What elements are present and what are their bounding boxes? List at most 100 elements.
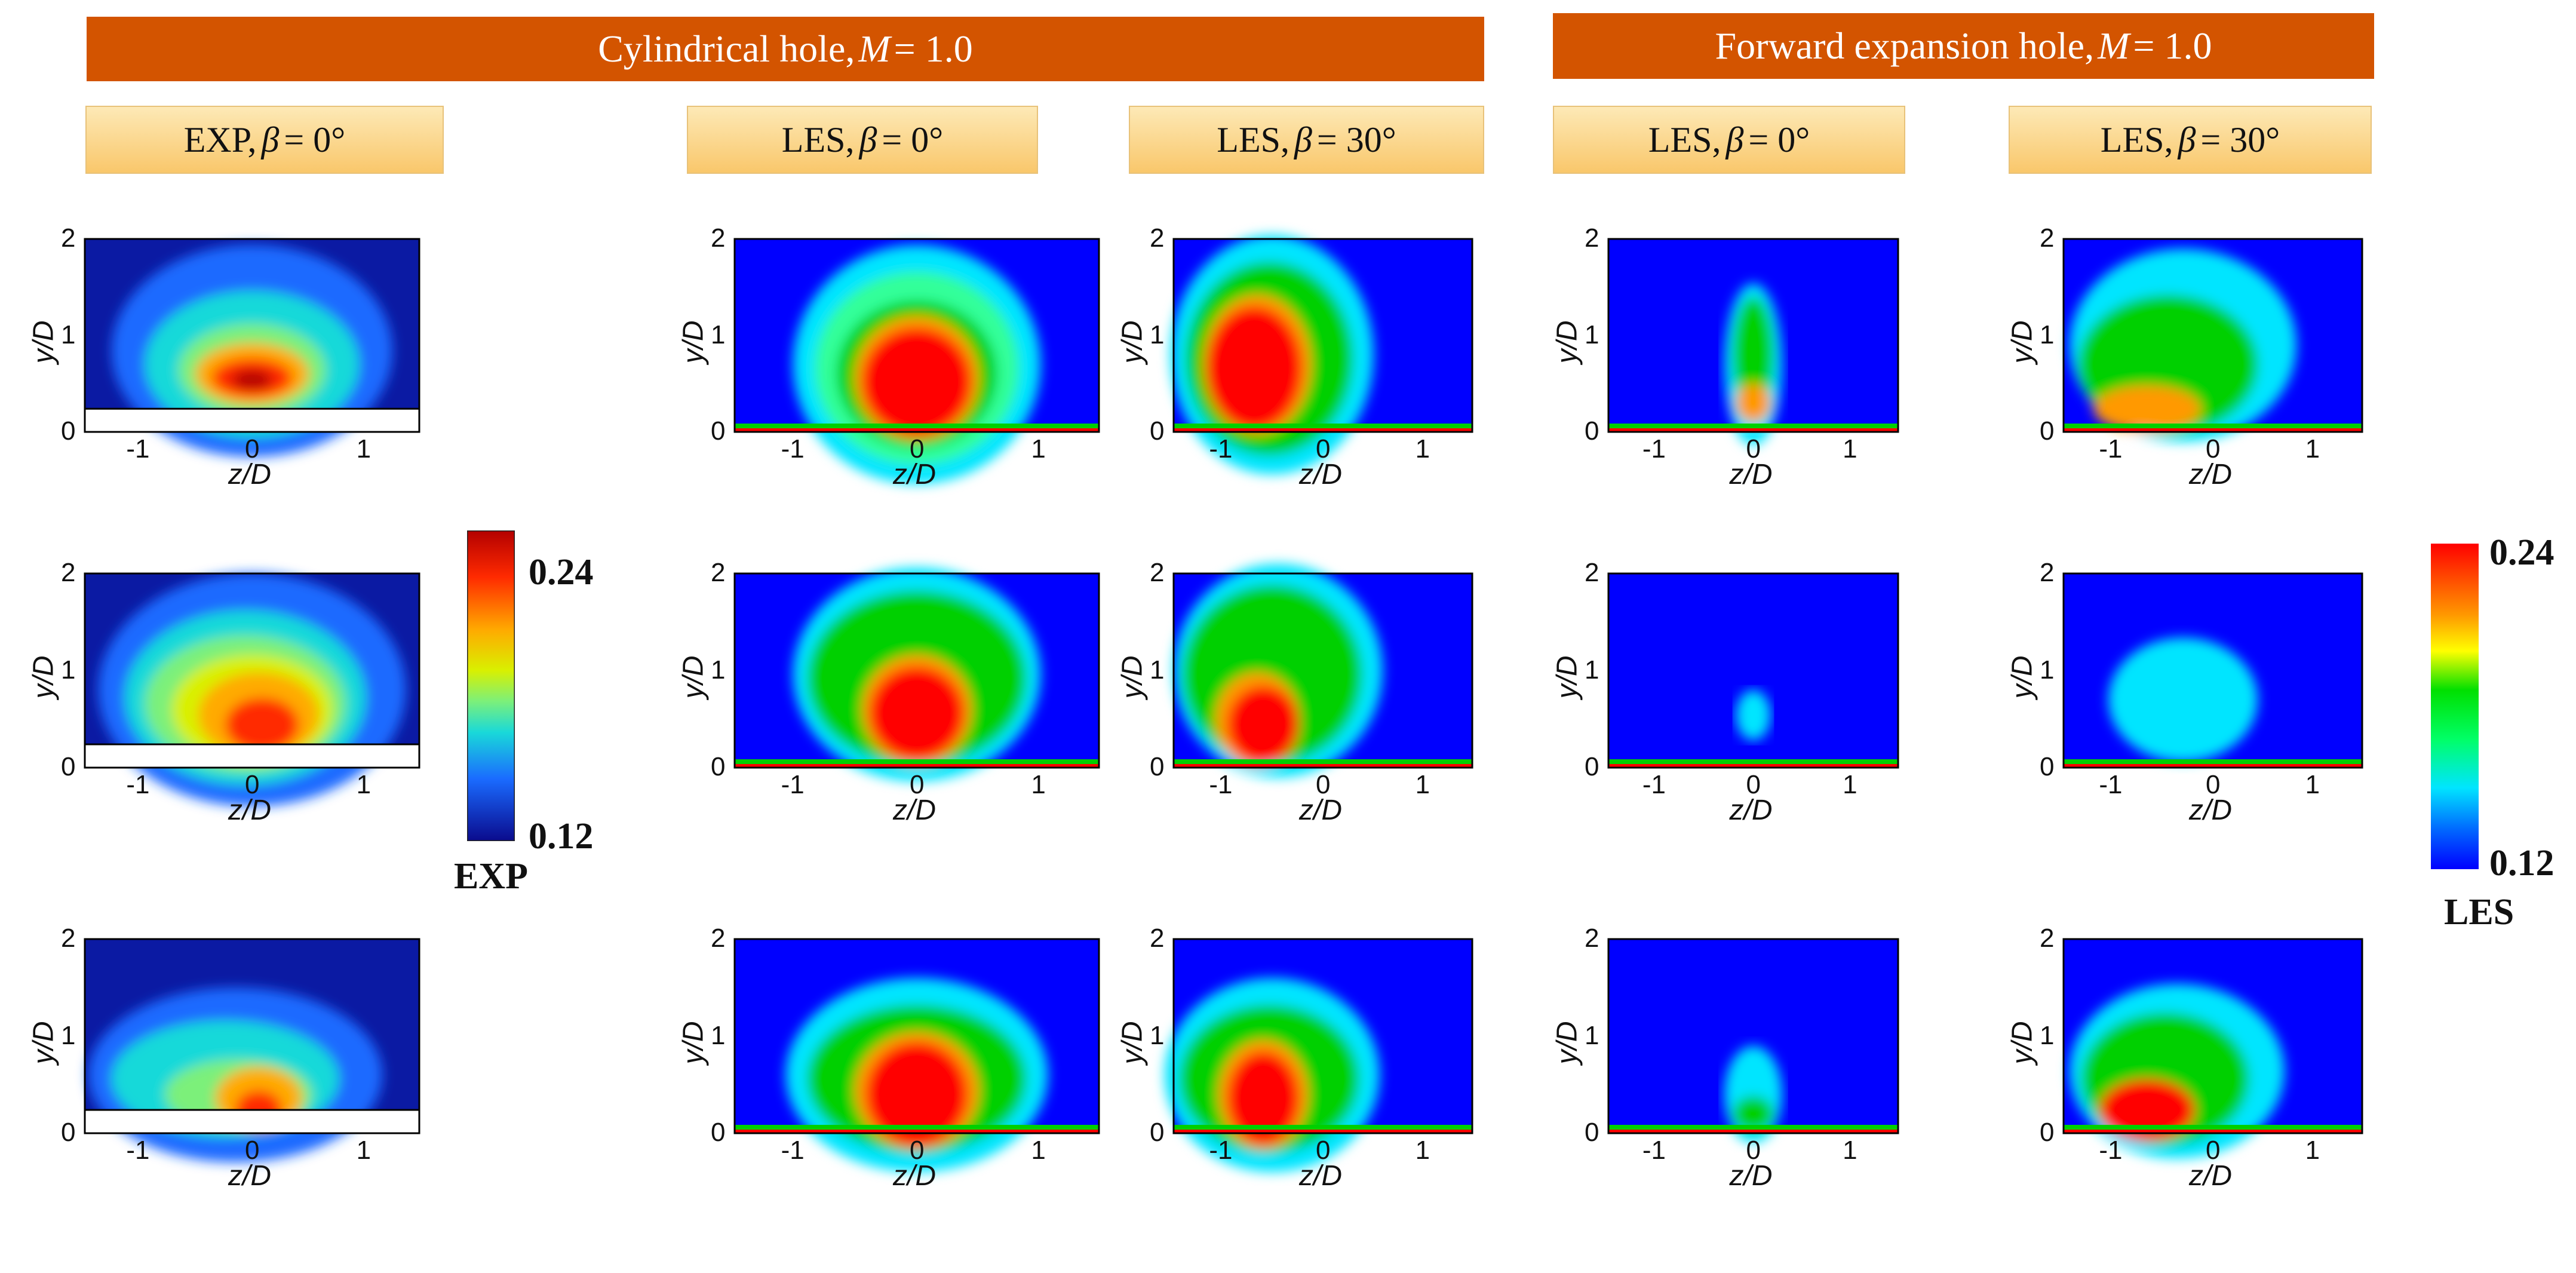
contour-blob [1227,686,1299,764]
contour-blob [2093,385,2201,432]
les-colorbar-fill [2431,544,2479,869]
x-tick-label: 1 [356,770,371,799]
x-tick-label: 0 [1746,770,1761,799]
column-label-angle: = 0° [284,119,346,159]
plot-frame [84,238,420,433]
y-tick-label: 1 [61,1020,76,1050]
y-tick-label: 2 [2040,558,2055,587]
contour-field [2062,938,2363,1159]
y-tick-label: 1 [2040,1020,2055,1050]
column-label-les-cyl-30: LES, β = 30° [1129,106,1484,174]
beta-symbol: β [261,119,280,159]
contour-field [1607,938,1899,1143]
x-tick-label: 1 [356,434,371,464]
y-tick-label: 0 [1585,1118,1599,1147]
column-label-angle: = 30° [1316,119,1396,159]
x-tick-label: -1 [1209,1136,1233,1165]
contour-blob [2108,637,2258,762]
y-tick-label: 2 [2040,924,2055,953]
plot-frame [2062,238,2363,433]
y-tick-label: 2 [1585,558,1599,587]
y-tick-label: 2 [711,558,726,587]
les-colorbar-title: LES [2444,892,2514,932]
x-tick-label: -1 [2099,770,2123,799]
y-tick-label: 1 [711,655,726,685]
contour-field [733,238,1100,484]
y-tick-label: 0 [1585,416,1599,446]
y-axis-label: y/D [27,655,60,699]
banner-forward-var: M [2098,24,2130,67]
wall-film-core [1174,428,1472,432]
y-axis-label: y/D [2006,1021,2038,1065]
y-tick-label: 2 [61,924,76,953]
x-axis-label: z/D [1299,459,1342,490]
beta-symbol: β [1725,119,1744,159]
plot-frame [84,938,420,1134]
plot-frame [84,572,420,769]
column-label-les-cyl-0: LES, β = 0° [687,106,1038,174]
x-tick-label: 1 [1415,770,1430,799]
beta-symbol: β [2178,119,2196,159]
x-tick-label: 0 [1746,434,1761,464]
wall-film-core [735,428,1099,432]
column-label-method: EXP, [183,119,257,159]
wall-film-core [735,764,1099,768]
wall-film-core [1174,764,1472,768]
x-tick-label: 1 [1415,434,1430,464]
x-tick-label: -1 [1209,770,1233,799]
y-tick-label: 2 [1585,223,1599,253]
x-tick-label: -1 [1642,770,1666,799]
y-axis-label: y/D [1551,1021,1583,1065]
contour-field [1607,238,1899,446]
plot-frame [1172,938,1473,1134]
x-axis-label: z/D [893,459,936,490]
contour-field [1607,572,1899,769]
x-tick-label: -1 [781,770,805,799]
exp-colorbar-title: EXP [454,856,528,897]
x-tick-label: 0 [1746,1136,1761,1165]
contour-field [2062,572,2363,769]
y-tick-label: 0 [2040,1118,2055,1147]
wall-film-core [2064,1130,2362,1133]
y-axis-label: y/D [1551,320,1583,364]
wall-film-core [2064,428,2362,432]
beta-symbol: β [1294,119,1312,159]
banner-forward-expansion-hole: Forward expansion hole, M = 1.0 [1553,13,2374,79]
column-label-method: LES, [1217,119,1289,159]
y-tick-label: 1 [1585,655,1599,685]
x-tick-label: 0 [910,1136,925,1165]
contour-field [84,572,420,806]
x-tick-label: 1 [2305,1136,2320,1165]
y-tick-label: 0 [1150,752,1165,781]
x-tick-label: 0 [245,770,260,799]
exp-colorbar-fill [467,530,515,841]
y-tick-label: 1 [1150,655,1165,685]
wall-film-core [1608,764,1898,768]
plot-frame [1172,572,1473,769]
column-label-exp-0: EXP, β = 0° [85,106,444,174]
les-colorbar-min: 0.12 [2489,843,2554,884]
y-tick-label: 1 [2040,655,2055,685]
x-tick-label: 1 [356,1136,371,1165]
x-tick-label: 1 [1031,770,1046,799]
contour-field [2062,238,2363,442]
x-tick-label: -1 [781,1136,805,1165]
x-tick-label: 0 [245,1136,260,1165]
plot-frame [2062,938,2363,1134]
y-axis-label: y/D [1551,655,1583,699]
contour-blob [1227,1051,1299,1145]
contour-blob [1736,384,1771,422]
y-axis-label: y/D [1116,655,1149,699]
x-tick-label: -1 [1642,434,1666,464]
y-tick-label: 1 [1150,1020,1165,1050]
y-tick-label: 1 [61,320,76,349]
x-axis-label: z/D [228,795,271,826]
y-tick-label: 0 [2040,416,2055,446]
y-axis-label: y/D [1116,1021,1149,1065]
y-tick-label: 2 [61,223,76,253]
y-axis-label: y/D [27,1021,60,1065]
x-axis-label: z/D [893,795,936,826]
contour-blob [865,1042,968,1147]
x-axis-label: z/D [1729,795,1773,826]
y-tick-label: 0 [1150,416,1165,446]
